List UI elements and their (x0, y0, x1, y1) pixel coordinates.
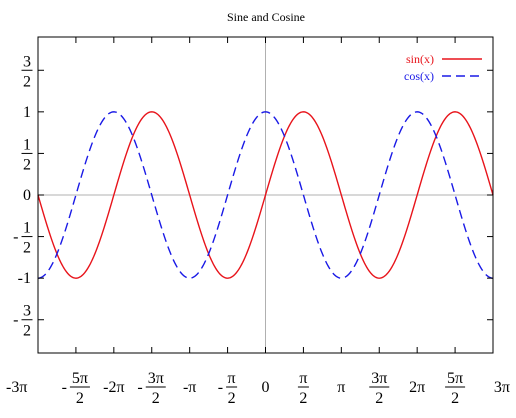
legend: sin(x) cos(x) (404, 52, 482, 83)
tick-label-numerator: 1 (23, 220, 31, 237)
x-tick-label: 3π 2- (137, 370, 166, 407)
tick-label-denominator: 2 (451, 390, 459, 407)
tick-label-denominator: 2 (228, 390, 236, 407)
tick-label-sign: - (62, 379, 67, 396)
legend-label-cos: cos(x) (404, 69, 434, 83)
y-tick-label: 0 (23, 187, 31, 204)
x-tick-label: 0 (262, 379, 270, 396)
tick-label-denominator: 2 (76, 390, 84, 407)
tick-label-numerator: 5π (447, 370, 463, 387)
x-tick-label: -2π (103, 379, 124, 396)
tick-label-sign: - (13, 229, 18, 246)
tick-label-denominator: 2 (23, 156, 31, 173)
tick-label-denominator: 2 (152, 390, 160, 407)
tick-label-denominator: 2 (23, 323, 31, 340)
tick-label-numerator: 3 (23, 303, 31, 320)
x-tick-label: 5π2 (445, 370, 466, 407)
series-layer (37, 111, 494, 279)
y-tick-label: 32 (21, 53, 33, 90)
tick-label-numerator: π (299, 370, 307, 387)
tick-label-denominator: 2 (299, 390, 307, 407)
x-tick-label: 3π2 (369, 370, 390, 407)
y-tick-label: 1 2- (13, 220, 33, 257)
y-tick-label: 3 2- (13, 303, 33, 340)
tick-label-numerator: 5π (72, 370, 88, 387)
legend-label-sin: sin(x) (406, 52, 434, 66)
x-tick-label: 5π 2- (62, 370, 90, 407)
x-tick-label: -3π (6, 379, 27, 396)
tick-label-denominator: 2 (23, 240, 31, 257)
tick-label-numerator: 1 (23, 136, 31, 153)
series-line-cos (37, 111, 494, 279)
tick-label-numerator: 3π (371, 370, 387, 387)
x-tick-label: 2π (409, 379, 425, 396)
chart-title: Sine and Cosine (227, 10, 305, 24)
tick-label-sign: - (218, 379, 223, 396)
x-tick-label: -π (183, 379, 196, 396)
y-tick-label: 12 (21, 136, 33, 173)
series-line-sin (37, 111, 494, 279)
tick-label-sign: - (13, 312, 18, 329)
tick-label-denominator: 2 (375, 390, 383, 407)
tick-label-numerator: 3π (148, 370, 164, 387)
x-tick-label: π (337, 379, 345, 396)
y-tick-label: 1 (23, 104, 31, 121)
tick-label-denominator: 2 (23, 73, 31, 90)
x-tick-label: π2 (297, 370, 309, 407)
tick-label-sign: - (137, 379, 142, 396)
y-tick-label: -1 (18, 270, 31, 287)
ticks-layer (37, 37, 494, 353)
tick-label-numerator: 3 (23, 53, 31, 70)
tick-label-numerator: π (228, 370, 236, 387)
x-tick-label: π 2- (218, 370, 238, 407)
x-tick-label: 3π (494, 379, 510, 396)
